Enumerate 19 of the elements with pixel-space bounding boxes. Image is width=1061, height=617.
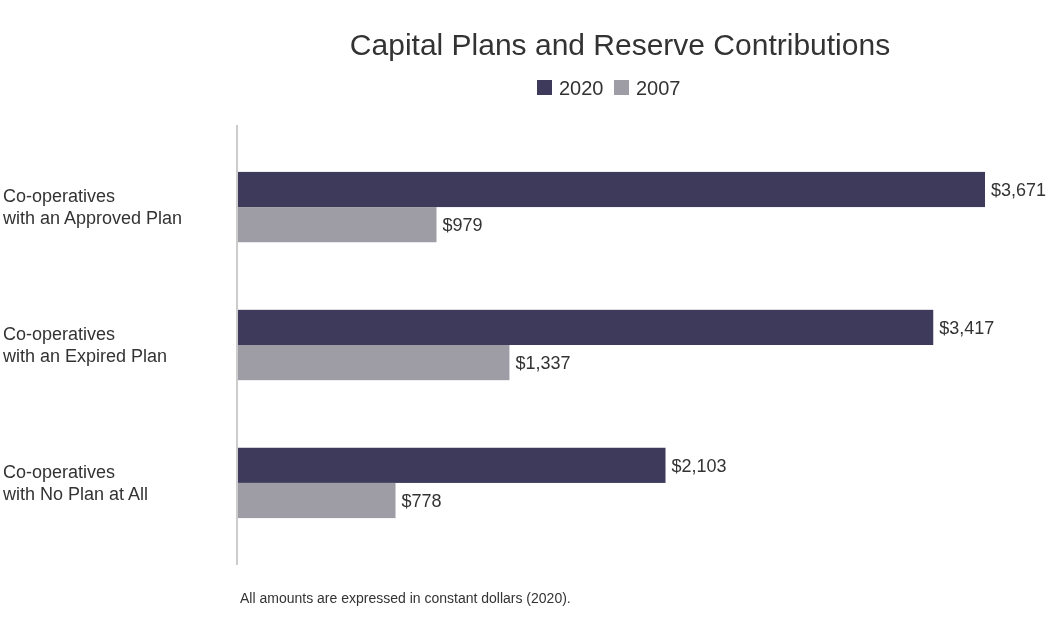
y-tick-label: Co-operatives with an Approved Plan [2,186,183,229]
legend-label: 2020 [559,77,604,99]
data-label: $979 [442,214,483,235]
legend-label: 2007 [636,77,681,99]
data-label: $3,417 [939,317,995,338]
bar [237,345,510,381]
chart-title: Capital Plans and Reserve Contributions [349,28,891,61]
text: All amounts are expressed in constant dollars (2020). [240,590,571,606]
bar [237,207,437,243]
bar [237,171,985,208]
data-label: $3,671 [991,179,1047,200]
y-tick-label: Co-operatives with an Expired Plan [2,324,168,367]
data-label: $2,103 [671,455,727,476]
bar [237,482,396,519]
data-label: $1,337 [515,352,571,373]
bar [237,447,666,483]
bar [237,309,934,345]
y-tick-label: Co-operatives with No Plan at All [2,462,149,505]
data-label: $778 [401,490,442,511]
